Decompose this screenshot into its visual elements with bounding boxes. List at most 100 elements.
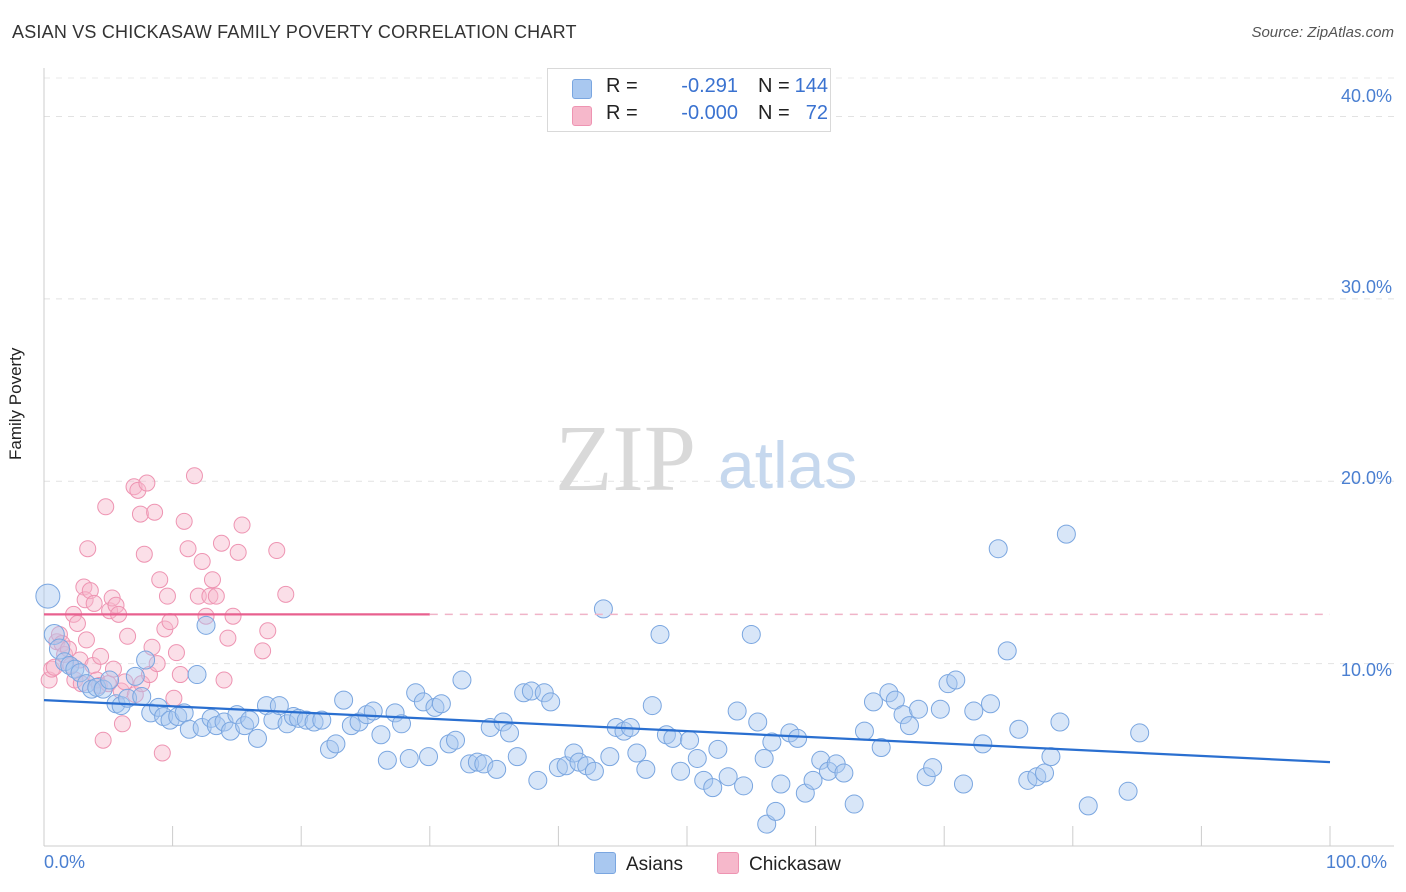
chickasaw-point bbox=[97, 498, 115, 516]
legend-r-value: -0.291 bbox=[681, 75, 738, 97]
asians-point bbox=[997, 641, 1017, 661]
asians-point bbox=[487, 759, 507, 779]
asians-point bbox=[334, 690, 354, 710]
asians-point bbox=[480, 717, 500, 737]
asians-point bbox=[500, 723, 520, 743]
chickasaw-point bbox=[201, 587, 219, 605]
asians-swatch bbox=[572, 79, 592, 99]
asians-point bbox=[467, 752, 487, 772]
asians-point bbox=[35, 583, 61, 609]
chickasaw-point bbox=[259, 622, 277, 640]
chickasaw-point bbox=[171, 666, 189, 684]
bottom-legend-label: Chickasaw bbox=[749, 854, 841, 875]
asians-point bbox=[154, 707, 174, 727]
asians-point bbox=[528, 770, 548, 790]
asians-point bbox=[703, 778, 723, 798]
asians-point bbox=[277, 714, 297, 734]
chickasaw-point bbox=[85, 594, 103, 612]
asians-point bbox=[953, 774, 973, 794]
y-tick-label: 30.0% bbox=[1340, 277, 1392, 297]
asians-point bbox=[718, 767, 738, 787]
asians-point bbox=[1041, 747, 1061, 767]
chickasaw-point bbox=[268, 542, 286, 560]
asians-point bbox=[741, 624, 761, 644]
asians-point bbox=[908, 699, 928, 719]
asians-point bbox=[1009, 719, 1029, 739]
chickasaw-point bbox=[148, 655, 166, 673]
x-tick-label-min: 0.0% bbox=[44, 852, 86, 872]
asians-trend-line bbox=[43, 698, 1331, 764]
legend-r-label: R = bbox=[606, 75, 638, 97]
asians-point bbox=[663, 728, 683, 748]
asians-point bbox=[439, 734, 459, 754]
chickasaw-point bbox=[94, 731, 112, 749]
chickasaw-point bbox=[179, 540, 197, 558]
axes bbox=[43, 68, 1394, 847]
asians-points bbox=[35, 524, 1150, 834]
chickasaw-point bbox=[277, 585, 295, 603]
asians-point bbox=[923, 758, 943, 778]
legend-r-value: -0.000 bbox=[681, 102, 738, 124]
asians-point bbox=[973, 734, 993, 754]
asians-point bbox=[727, 701, 747, 721]
y-tick-label: 20.0% bbox=[1340, 468, 1392, 488]
asians-point bbox=[548, 758, 568, 778]
asians-point bbox=[980, 694, 1000, 714]
asians-point bbox=[349, 712, 369, 732]
asians-point bbox=[879, 683, 899, 703]
chickasaw-point bbox=[119, 627, 137, 645]
bottom-legend-chickasaw: Chickasaw bbox=[717, 852, 841, 876]
asians-point bbox=[289, 708, 309, 728]
chickasaw-point bbox=[185, 467, 203, 485]
asians-point bbox=[627, 743, 647, 763]
asians-point bbox=[136, 650, 156, 670]
asians-point bbox=[964, 701, 984, 721]
asians-point bbox=[235, 716, 255, 736]
asians-point bbox=[754, 748, 774, 768]
chickasaw-point bbox=[212, 534, 230, 552]
asians-point bbox=[708, 739, 728, 759]
grid-lines bbox=[44, 77, 1394, 665]
chickasaw-point bbox=[219, 629, 237, 647]
chickasaw-point bbox=[233, 516, 251, 534]
legend-n-label: N = bbox=[758, 75, 790, 97]
y-axis-label: Family Poverty bbox=[6, 347, 25, 460]
asians-point bbox=[392, 714, 412, 734]
trend-lines bbox=[43, 613, 1331, 764]
asians-point bbox=[1130, 723, 1150, 743]
asians-point bbox=[419, 747, 439, 767]
asians-point bbox=[460, 754, 480, 774]
asians-point bbox=[65, 659, 85, 679]
asians-point bbox=[844, 794, 864, 814]
bottom-legend-asians: Asians bbox=[594, 852, 683, 876]
asians-point bbox=[1035, 763, 1055, 783]
chickasaw-point bbox=[215, 671, 233, 689]
asians-point bbox=[196, 615, 216, 635]
legend-n-value: 72 bbox=[805, 102, 828, 124]
asians-point bbox=[514, 683, 534, 703]
asians-point bbox=[1118, 781, 1138, 801]
asians-point bbox=[425, 697, 445, 717]
asians-point bbox=[269, 696, 289, 716]
chickasaw-point bbox=[104, 660, 122, 678]
chickasaw-swatch bbox=[717, 852, 739, 874]
asians-point bbox=[100, 670, 120, 690]
asians-point bbox=[132, 686, 152, 706]
asians-point bbox=[452, 670, 472, 690]
asians-point bbox=[593, 599, 613, 619]
asians-point bbox=[60, 655, 80, 675]
asians-point bbox=[187, 665, 207, 685]
chickasaw-point bbox=[193, 552, 211, 570]
chickasaw-point bbox=[135, 545, 153, 563]
asians-point bbox=[1056, 524, 1076, 544]
asians-point bbox=[871, 738, 891, 758]
chickasaw-point bbox=[151, 571, 169, 589]
asians-point bbox=[564, 743, 584, 763]
asians-point bbox=[680, 730, 700, 750]
asians-point bbox=[111, 696, 131, 716]
chickasaw-point bbox=[81, 582, 99, 600]
chickasaw-point bbox=[92, 647, 110, 665]
asians-point bbox=[48, 638, 70, 660]
bottom-legend-label: Asians bbox=[626, 854, 684, 875]
asians-point bbox=[614, 721, 634, 741]
